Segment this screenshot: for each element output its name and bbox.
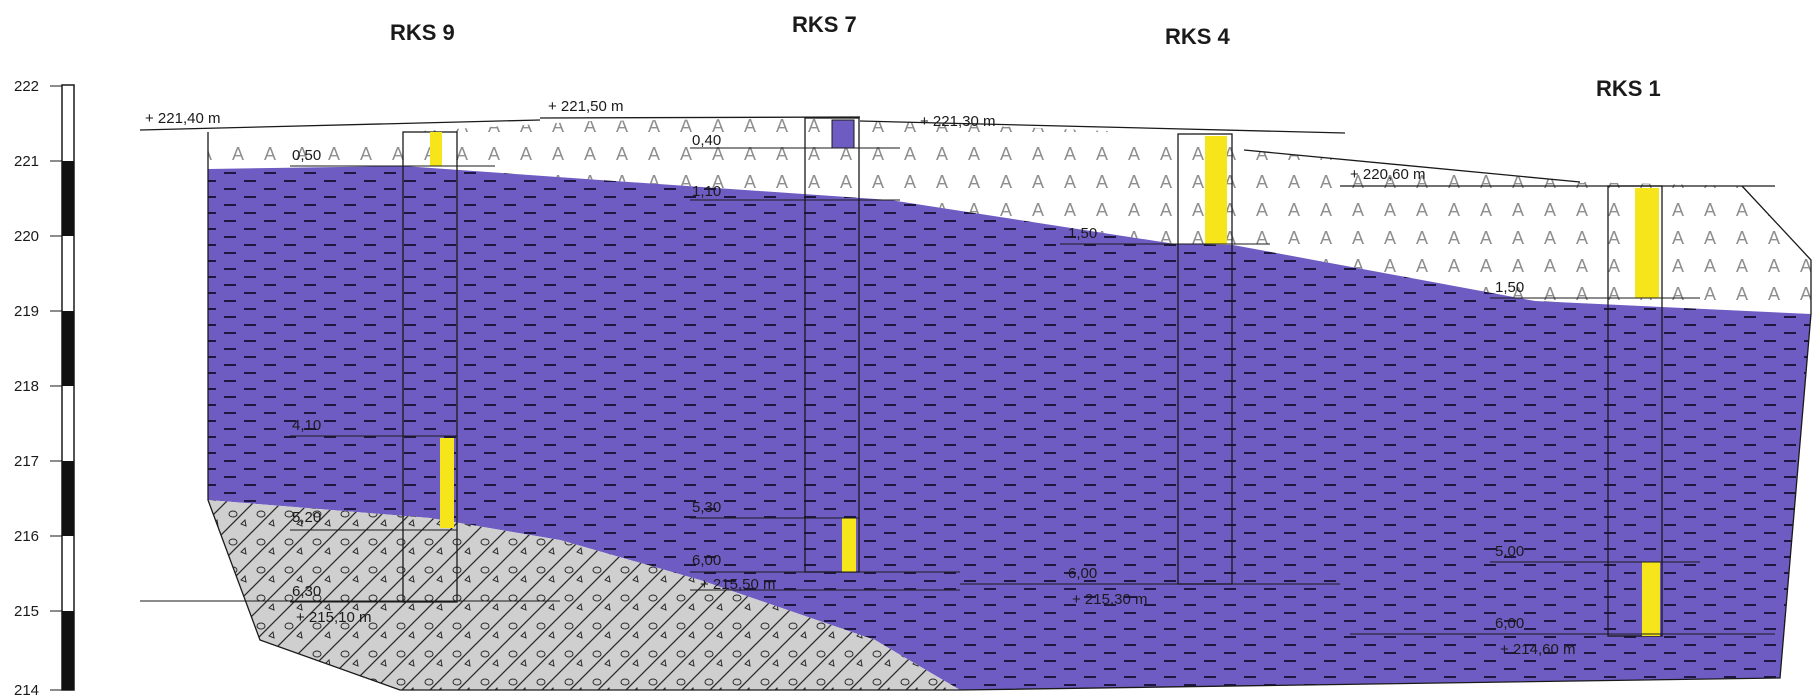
borehole-rks1 [1350,185,1775,637]
top-elevation-rks1: + 220,60 m [1350,166,1425,183]
bottom-elevation-rks7: + 215,50 m [700,576,775,593]
depth-label: 6,00 [1495,615,1524,632]
scale-tick-label: 216 [14,528,39,545]
depth-label: 4,10 [292,417,321,434]
bottom-elevation-rks1: + 214,60 m [1500,641,1575,658]
scale-tick-label: 222 [14,78,39,95]
scale-tick-label: 218 [14,378,39,395]
section-outline [207,132,1812,691]
layer-clay [208,166,1811,690]
groundwater-bar [440,438,454,528]
borehole-title-rks1: RKS 1 [1596,76,1661,101]
scale-tick-label: 214 [14,682,39,697]
borehole-rks7 [690,117,960,573]
surface-line-rks4 [859,120,1346,134]
scale-tick-label: 220 [14,228,39,245]
top-elevation-rks7: + 221,50 m [548,98,623,115]
layer-fill [208,118,1811,314]
depth-label: 1,50 [1068,225,1097,242]
depth-label: 0,50 [292,147,321,164]
top-elevation-rks9: + 221,40 m [145,110,220,127]
depth-label: 0,40 [692,132,721,149]
scale-tick-label: 215 [14,603,39,620]
bottom-elevation-rks4: + 215,30 m [1072,591,1147,608]
top-elevation-rks4: + 221,30 m [920,113,995,130]
clay-lens [831,119,855,149]
depth-label: 6,30 [292,583,321,600]
layer-gravel [208,500,960,690]
scale-tick-label: 221 [14,153,39,170]
depth-label: 5,00 [1495,543,1524,560]
groundwater-bar [430,132,442,166]
depth-label: 5,30 [692,499,721,516]
borehole-rks9 [290,131,495,603]
borehole-title-rks4: RKS 4 [1165,24,1231,49]
depth-label: 6,00 [1068,565,1097,582]
surface-slope [1243,149,1581,183]
groundwater-bar [1205,136,1227,244]
depth-label: 5,20 [292,509,321,526]
elevation-scale [50,84,75,691]
groundwater-bar [842,518,856,572]
bottom-elevation-rks9: + 215,10 m [296,609,371,626]
scale-tick-label: 219 [14,303,39,320]
surface-line-rks7 [539,116,861,119]
depth-label: 1,10 [692,183,721,200]
borehole-title-rks7: RKS 7 [792,12,857,37]
depth-label: 1,50 [1495,279,1524,296]
depth-label: 6,00 [692,552,721,569]
groundwater-bar [1635,188,1659,298]
surface-line-rks9 [139,119,541,131]
borehole-title-rks9: RKS 9 [390,20,455,45]
scale-tick-label: 217 [14,453,39,470]
groundwater-bar [1642,562,1660,636]
